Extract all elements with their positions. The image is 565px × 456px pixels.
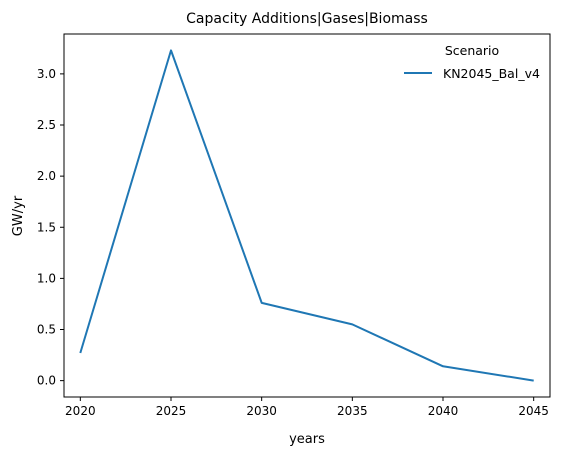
x-tick-label: 2020 (65, 404, 96, 418)
series-layer (79, 49, 534, 382)
y-axis-title: GW/yr (11, 195, 26, 236)
y-tick-label: 1.5 (37, 220, 56, 234)
y-axis: 0.0 0.5 1.0 1.5 2.0 2.5 3.0 (37, 67, 64, 388)
series-line-0 (79, 49, 534, 382)
x-tick-label: 2045 (518, 404, 549, 418)
plot-area-frame (63, 33, 551, 398)
y-tick-label: 0.5 (37, 323, 56, 337)
legend: Scenario KN2045_Bal_v4 (404, 43, 540, 81)
legend-label: KN2045_Bal_v4 (443, 66, 540, 81)
y-tick-label: 0.0 (37, 374, 56, 388)
x-tick-label: 2030 (246, 404, 277, 418)
y-tick-label: 2.0 (37, 169, 56, 183)
x-tick-label: 2040 (428, 404, 459, 418)
chart-title: Capacity Additions|Gases|Biomass (186, 11, 428, 27)
x-axis-title: years (289, 432, 325, 447)
legend-title: Scenario (445, 43, 499, 58)
x-tick-label: 2025 (156, 404, 187, 418)
y-tick-label: 2.5 (37, 118, 56, 132)
y-tick-label: 1.0 (37, 271, 56, 285)
y-tick-label: 3.0 (37, 67, 56, 81)
x-axis: 2020 2025 2030 2035 2040 2045 (65, 397, 549, 418)
x-tick-label: 2035 (337, 404, 368, 418)
